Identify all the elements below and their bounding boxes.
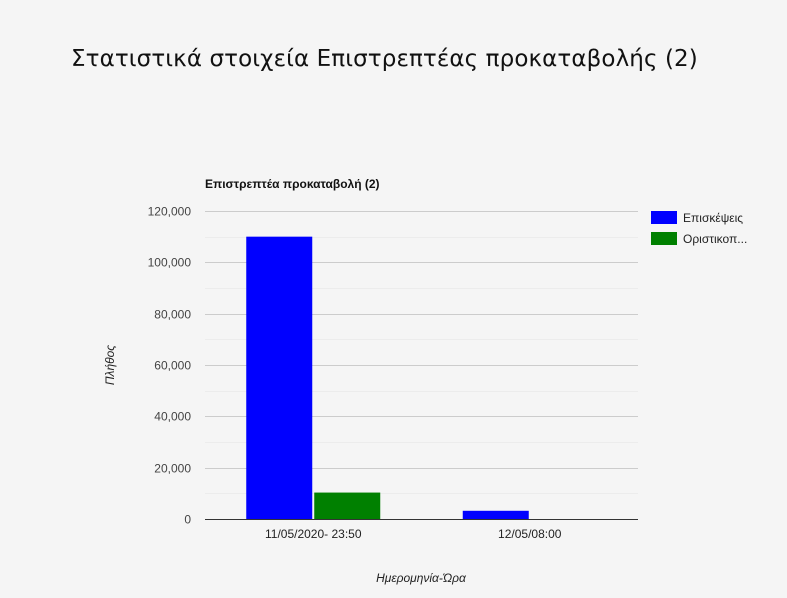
- bar: [314, 492, 381, 519]
- legend-swatch: [651, 232, 677, 245]
- y-tick-label: 100,000: [148, 256, 192, 270]
- y-tick-label: 0: [184, 513, 191, 527]
- chart-bars: [246, 236, 529, 519]
- y-axis-ticks: 0 20,000 40,000 60,000 80,000 100,000 120,000: [148, 205, 192, 527]
- y-tick-label: 20,000: [154, 462, 191, 476]
- legend-label: Οριστικοπ...: [683, 232, 747, 246]
- legend-swatch: [651, 211, 677, 224]
- x-tick-label: 12/05/08:00: [498, 527, 562, 541]
- chart-title: Επιστρεπτέα προκαταβολή (2): [205, 177, 380, 191]
- page-title: Στατιστικά στοιχεία Επιστρεπτέας προκατα…: [71, 46, 698, 72]
- y-tick-label: 40,000: [154, 410, 191, 424]
- y-axis-title: Πλήθος: [103, 345, 117, 385]
- bar: [462, 510, 529, 519]
- x-axis-title: Ημερομηνία-Ώρα: [376, 571, 467, 585]
- legend-label: Επισκέψεις: [683, 211, 743, 225]
- bar: [246, 236, 313, 519]
- y-tick-label: 60,000: [154, 359, 191, 373]
- x-axis-ticks: 11/05/2020- 23:50 12/05/08:00: [265, 527, 562, 541]
- x-tick-label: 11/05/2020- 23:50: [265, 527, 362, 541]
- y-tick-label: 80,000: [154, 308, 191, 322]
- y-tick-label: 120,000: [148, 205, 192, 219]
- chart-legend: Επισκέψεις Οριστικοπ...: [651, 211, 747, 246]
